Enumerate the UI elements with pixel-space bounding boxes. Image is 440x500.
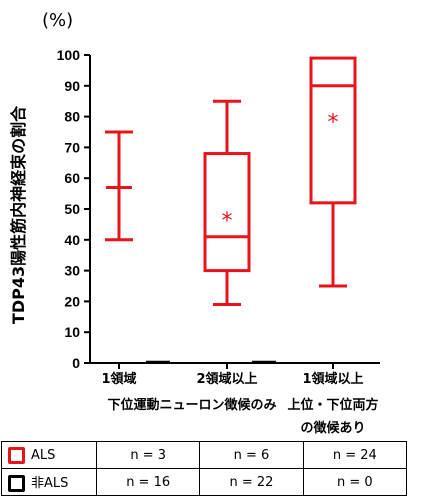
y-tick-label: 10: [64, 324, 80, 340]
table-row-label: ALS: [1, 441, 97, 469]
y-tick-label: 60: [64, 170, 80, 186]
table-cell: n = 6: [199, 441, 304, 469]
box-ALS-3: *: [309, 56, 357, 288]
box-iqr: [203, 152, 251, 273]
unit-label: (%): [42, 10, 73, 31]
y-tick-label: 0: [72, 355, 80, 371]
plot-area: **: [105, 56, 357, 364]
y-tick-label: 50: [64, 201, 80, 217]
chart: (%) TDP43陽性筋内神経束の割合 0 10 20 30 40 50 60 70 80 90 1…: [9, 10, 380, 436]
x-category-label: の徴候あり: [300, 420, 365, 436]
x-category-label: 1領域: [101, 371, 136, 387]
legend-swatch: [8, 475, 25, 492]
table-cell: n = 24: [302, 441, 408, 469]
box-ALS-2: *: [203, 99, 251, 306]
y-tick-label: 30: [64, 263, 80, 279]
box-iqr: [309, 56, 357, 205]
table-cell: n = 3: [95, 441, 201, 469]
y-axis-label: TDP43陽性筋内神経束の割合: [9, 105, 28, 324]
box-ALS-1: [105, 130, 133, 242]
mean-marker: *: [222, 209, 233, 234]
x-category-label: 上位・下位両方: [287, 397, 378, 413]
y-tick-label: 100: [57, 47, 81, 63]
legend-swatch: [8, 446, 25, 464]
x-category-label: 下位運動ニューロン徴候のみ: [107, 397, 276, 413]
table-row: 非ALS n = 16 n = 22 n = 0: [1, 468, 408, 496]
legend-label: ALS: [31, 447, 56, 463]
table-row-label: 非ALS: [1, 468, 97, 496]
y-tick-label: 40: [64, 232, 80, 248]
legend-label: 非ALS: [31, 476, 69, 491]
table-cell: n = 16: [95, 468, 201, 496]
table-cell: n = 0: [302, 468, 408, 496]
mean-marker: *: [328, 111, 339, 136]
y-tick-label: 90: [64, 78, 80, 94]
y-tick-label: 20: [64, 293, 80, 309]
table-cell: n = 22: [199, 468, 304, 496]
x-category-label: 1領域以上: [302, 371, 363, 387]
y-tick-label: 80: [64, 109, 80, 125]
y-tick-label: 70: [64, 139, 80, 155]
x-category-label: 2領域以上: [196, 371, 257, 387]
y-ticks: 0 10 20 30 40 50 60 70 80 90 100: [57, 47, 90, 371]
